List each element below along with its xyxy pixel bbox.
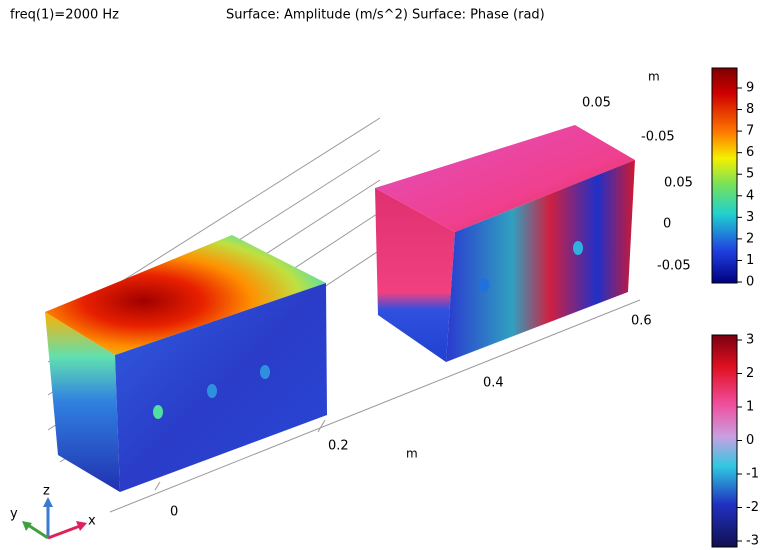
axis-triad: z x y bbox=[10, 484, 96, 540]
z-tick-label: -0.05 bbox=[657, 259, 691, 274]
colorbar-tick-label: -1 bbox=[746, 467, 759, 482]
colorbar-tick-label: 9 bbox=[746, 81, 754, 96]
x-tick-label: 0.4 bbox=[483, 376, 504, 391]
colorbar-tick-label: 8 bbox=[746, 102, 754, 117]
colorbar-tick-label: 5 bbox=[746, 167, 754, 182]
triad-y: y bbox=[10, 507, 18, 522]
x-tick-label: 0 bbox=[170, 505, 178, 520]
colorbar-tick-label: -3 bbox=[746, 534, 759, 549]
y-tick-label: -0.05 bbox=[641, 130, 675, 145]
amplitude-colorbar bbox=[711, 67, 738, 284]
colorbar-tick-label: 2 bbox=[746, 231, 754, 246]
amplitude-box bbox=[45, 235, 327, 492]
colorbar-tick-label: 1 bbox=[746, 400, 754, 415]
phase-box bbox=[375, 125, 635, 362]
colorbar-tick-label: 2 bbox=[746, 366, 754, 381]
z-tick-label: 0.05 bbox=[664, 176, 693, 191]
x-unit: m bbox=[406, 447, 418, 461]
colorbar-tick-label: 7 bbox=[746, 124, 754, 139]
parameter-label: freq(1)=2000 Hz bbox=[10, 8, 119, 23]
x-tick-label: 0.6 bbox=[631, 314, 652, 329]
plot-title: Surface: Amplitude (m/s^2) Surface: Phas… bbox=[226, 8, 545, 23]
z-tick-label: 0 bbox=[663, 217, 671, 232]
colorbar-tick-label: 4 bbox=[746, 188, 754, 203]
colorbar-tick-label: 1 bbox=[746, 253, 754, 268]
y-tick-label: 0.05 bbox=[582, 96, 611, 111]
x-tick-label: 0.2 bbox=[328, 439, 349, 454]
colorbar-tick-label: 3 bbox=[746, 333, 754, 348]
colorbar-tick-label: 0 bbox=[746, 275, 754, 290]
colorbar-tick-label: 6 bbox=[746, 145, 754, 160]
colorbar-tick-label: 0 bbox=[746, 433, 754, 448]
colorbar-tick-label: -2 bbox=[746, 500, 759, 515]
triad-z: z bbox=[43, 484, 50, 499]
phase-colorbar bbox=[711, 334, 738, 548]
triad-x: x bbox=[88, 514, 96, 529]
z-unit: m bbox=[648, 70, 660, 84]
colorbar-tick-label: 3 bbox=[746, 210, 754, 225]
